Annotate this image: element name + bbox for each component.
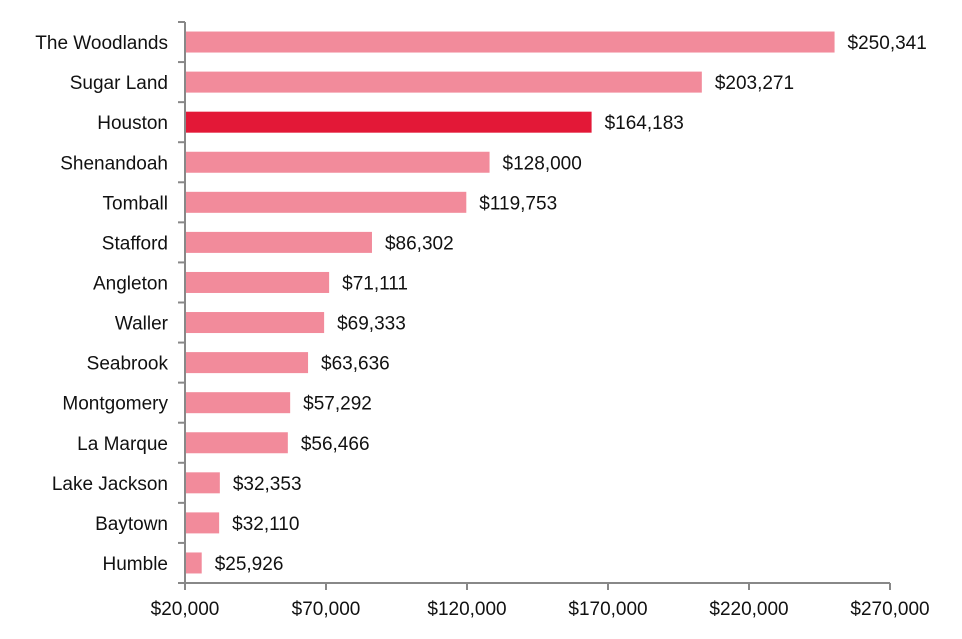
x-tick-label: $20,000	[151, 599, 220, 620]
bar-stafford	[186, 231, 372, 253]
bar-angleton	[186, 271, 330, 293]
bar-waller	[186, 312, 325, 334]
bar-montgomery	[186, 392, 291, 414]
category-label: Tomball	[103, 193, 168, 214]
x-tick-label: $220,000	[709, 599, 788, 620]
category-label: La Marque	[77, 434, 168, 455]
category-label: Angleton	[93, 273, 168, 294]
category-label: Waller	[115, 314, 169, 335]
value-label: $32,110	[232, 514, 299, 535]
bar-seabrook	[186, 352, 309, 374]
value-label: $203,271	[715, 73, 794, 94]
value-label: $63,636	[321, 354, 390, 375]
value-label: $250,341	[848, 33, 927, 54]
bar-baytown	[186, 512, 220, 534]
value-label: $86,302	[385, 233, 454, 254]
category-label: Baytown	[95, 514, 168, 535]
category-label: Sugar Land	[70, 73, 168, 94]
bar-houston	[186, 111, 592, 133]
category-label: Stafford	[102, 233, 168, 254]
category-label: Seabrook	[87, 354, 169, 375]
category-label: Shenandoah	[60, 153, 168, 174]
category-label: Montgomery	[62, 394, 168, 415]
category-label: Lake Jackson	[52, 474, 168, 495]
value-label: $25,926	[215, 554, 284, 575]
x-tick-label: $70,000	[292, 599, 361, 620]
value-label: $71,111	[342, 273, 408, 294]
bar-shenandoah	[186, 151, 490, 173]
bar-tomball	[186, 191, 467, 213]
category-label: Houston	[97, 113, 168, 134]
value-label: $56,466	[301, 434, 370, 455]
x-tick-label: $120,000	[427, 599, 506, 620]
bar-the-woodlands	[186, 31, 835, 53]
value-label: $128,000	[503, 153, 582, 174]
bar-lake-jackson	[186, 472, 220, 494]
value-label: $164,183	[605, 113, 684, 134]
value-label: $57,292	[303, 394, 372, 415]
bar-la-marque	[186, 432, 288, 454]
x-tick-label: $170,000	[568, 599, 647, 620]
value-label: $69,333	[337, 314, 406, 335]
bar-sugar-land	[186, 71, 702, 93]
value-label: $32,353	[233, 474, 302, 495]
x-tick-label: $270,000	[850, 599, 929, 620]
category-label: The Woodlands	[35, 33, 168, 54]
category-label: Humble	[103, 554, 168, 575]
value-label: $119,753	[479, 193, 557, 214]
bar-humble	[186, 552, 202, 574]
